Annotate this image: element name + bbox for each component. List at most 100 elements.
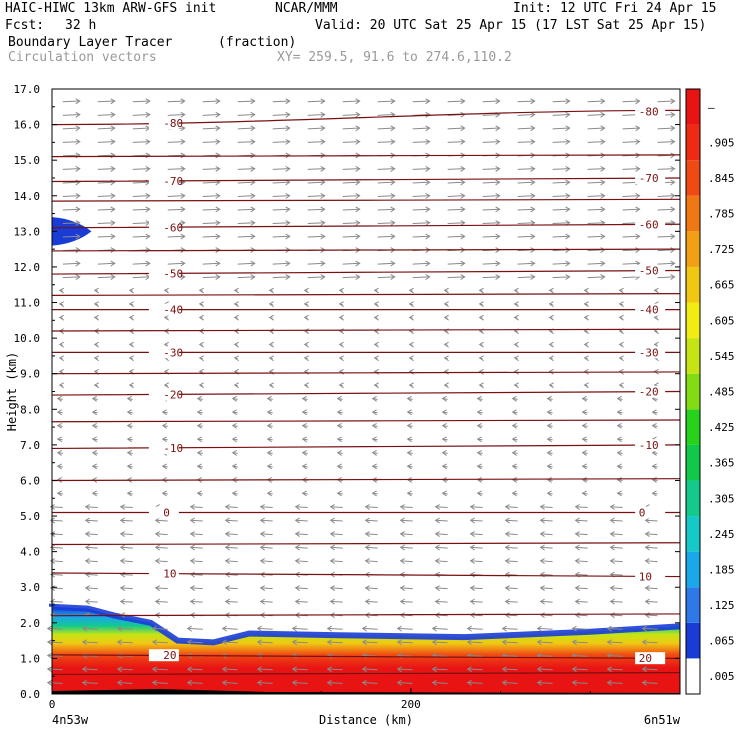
circulation-vector-head (478, 314, 484, 321)
circulation-vector (225, 533, 238, 536)
circulation-vector-head (511, 449, 517, 456)
circulation-vector-head (373, 328, 379, 335)
circulation-vector (97, 208, 115, 211)
circulation-vector-head (303, 382, 309, 389)
circulation-vector-head (606, 652, 612, 659)
circulation-vector (412, 222, 430, 225)
circulation-vector (225, 560, 238, 563)
circulation-vector (607, 641, 623, 644)
circulation-vector-head (399, 598, 405, 605)
circulation-vector-head (215, 260, 221, 267)
circulation-vector-head (635, 193, 641, 199)
contour-label-bg (148, 117, 179, 130)
circulation-vector (575, 600, 588, 603)
circulation-vector-head (371, 409, 377, 416)
circulation-vector-head (84, 531, 91, 537)
circulation-vector-head (49, 504, 56, 510)
circulation-vector (505, 560, 518, 563)
circulation-vector-head (425, 193, 431, 199)
circulation-vector (517, 127, 535, 130)
y-tick-label: 7.0 (20, 439, 40, 452)
circulation-vector (412, 181, 430, 184)
circulation-vector-head (196, 490, 203, 497)
contour-label: -10 (639, 439, 659, 452)
circulation-vector-head (110, 193, 116, 199)
circulation-vector (365, 506, 378, 509)
circulation-vector-head (250, 206, 256, 213)
circulation-vector-head (548, 355, 554, 362)
circulation-vector-head (476, 490, 482, 497)
circulation-vector-head (441, 449, 447, 456)
circulation-vector (482, 235, 500, 238)
circulation-vector (50, 546, 63, 549)
circulation-vector-head (396, 639, 402, 646)
colorbar-label: .905 (708, 136, 735, 149)
circulation-vector-head (441, 395, 447, 402)
circulation-vector (120, 519, 133, 522)
circulation-vector (572, 627, 588, 630)
circulation-vector-head (635, 233, 641, 240)
circulation-vector-head (651, 449, 657, 456)
circulation-vector-head (224, 517, 230, 524)
circulation-vector-head (110, 220, 116, 226)
circulation-vector (552, 195, 570, 197)
circulation-vector-head (530, 206, 536, 213)
circulation-vector-head (581, 422, 587, 429)
colorbar-label: .245 (708, 528, 735, 541)
circulation-vector-head (443, 355, 449, 362)
circulation-vector-head (126, 463, 133, 470)
circulation-vector (657, 168, 675, 170)
circulation-vector (622, 276, 640, 279)
circulation-vector (587, 276, 605, 279)
circulation-vector (47, 682, 63, 684)
circulation-vector (97, 154, 115, 157)
circulation-vector (537, 654, 553, 657)
circulation-vector (482, 208, 500, 211)
circulation-vector-head (495, 193, 501, 199)
circulation-vector (132, 195, 150, 197)
circulation-vector (85, 587, 98, 590)
circulation-vector (307, 100, 325, 103)
circulation-vector (622, 100, 640, 103)
colorbar-swatch (686, 231, 700, 267)
temperature-contour (51, 269, 681, 275)
circulation-vector-head (371, 449, 377, 456)
circulation-vector-head (119, 612, 126, 619)
temperature-contour (51, 654, 681, 660)
circulation-vector-head (231, 490, 237, 497)
circulation-vector (397, 668, 413, 671)
circulation-vector-head (618, 382, 624, 389)
circulation-vector-head (329, 504, 335, 510)
circulation-vector-head (294, 558, 300, 565)
circulation-vector (540, 519, 553, 522)
circulation-vector-head (565, 165, 571, 172)
circulation-vector (377, 208, 395, 211)
x-tick-label: 0 (49, 698, 56, 711)
circulation-vector-head (151, 679, 158, 686)
circulation-vector-head (653, 314, 659, 321)
circulation-vector-head (548, 287, 554, 294)
y-tick-label: 3.0 (20, 581, 40, 594)
circulation-vector (645, 546, 658, 549)
circulation-vector-head (406, 395, 412, 402)
circulation-vector-head (355, 111, 361, 118)
circulation-vector (397, 627, 413, 630)
circulation-vector (330, 600, 343, 603)
circulation-vector-head (478, 368, 484, 375)
circulation-vector (505, 533, 518, 536)
fcst-label: Fcst: (5, 18, 45, 33)
circulation-vector-head (606, 639, 612, 646)
circulation-vector-head (408, 382, 414, 389)
circulation-vector-head (476, 422, 482, 429)
circulation-vector-head (224, 531, 230, 537)
circulation-vector-head (180, 138, 186, 145)
x-left-location: 4n53w (52, 713, 89, 727)
y-tick-label: 12.0 (14, 261, 41, 274)
contour-label-bg (635, 346, 666, 359)
circulation-vector-head (93, 314, 100, 321)
circulation-vector (292, 668, 308, 671)
colorbar-swatch (686, 338, 700, 374)
circulation-vector-head (373, 314, 379, 321)
circulation-vector-head (215, 165, 221, 172)
